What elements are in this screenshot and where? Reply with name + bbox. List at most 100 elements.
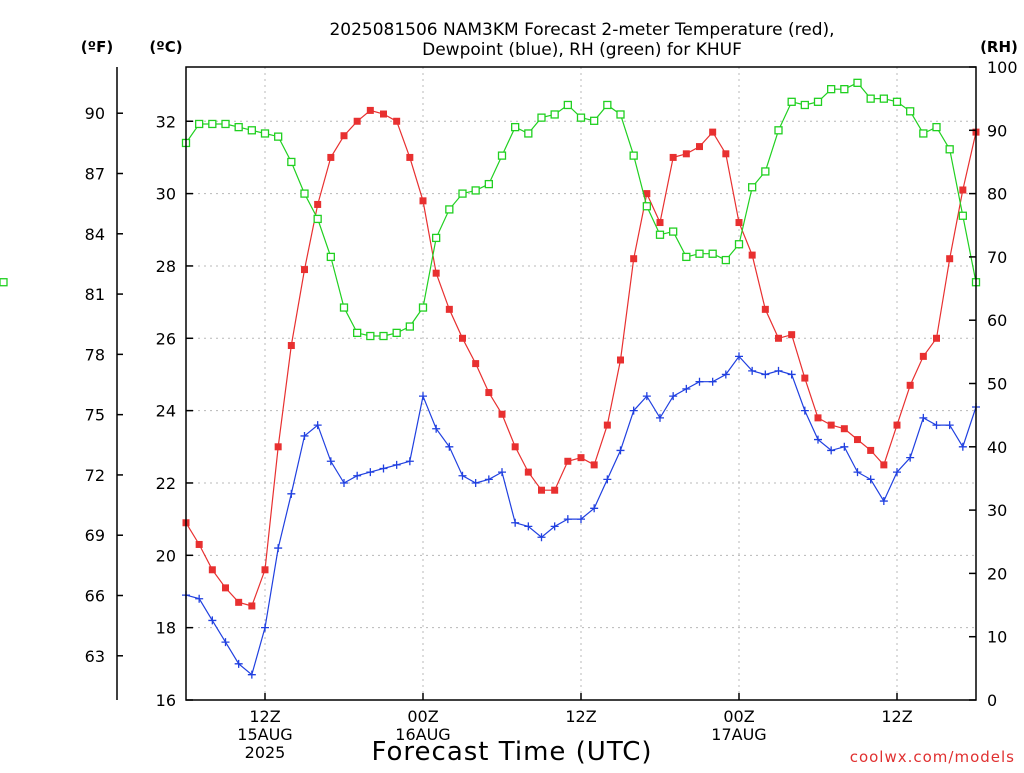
fahrenheit-tick-label: 84 [85, 225, 105, 244]
dewpoint-point [787, 370, 796, 379]
dewpoint-point [866, 475, 875, 484]
celsius-tick-label: 28 [156, 257, 176, 276]
celsius-tick-label: 18 [156, 619, 176, 638]
temperature-point [248, 602, 256, 610]
temperature-point [761, 305, 769, 313]
fahrenheit-tick-label: 72 [85, 466, 105, 485]
rh-point [655, 230, 665, 239]
rh-unit-label: (RH) [980, 38, 1018, 56]
rh-point [484, 179, 493, 189]
temperature-series [182, 106, 980, 610]
dewpoint-point [221, 638, 230, 647]
x-tick-label: 12Z [881, 707, 912, 726]
rh-tick-label: 20 [987, 564, 1007, 583]
rh-point [695, 249, 704, 258]
rh-point [879, 94, 888, 103]
dewpoint-point [340, 478, 348, 487]
dewpoint-point [550, 522, 559, 531]
rh-point [669, 227, 678, 236]
dewpoint-point [774, 366, 783, 375]
temperature-point [498, 410, 506, 418]
dewpoint-point [471, 478, 480, 487]
dewpoint-point [419, 392, 427, 401]
dewpoint-point [919, 413, 928, 422]
rh-point [576, 113, 586, 122]
temperature-line [185, 109, 977, 607]
fahrenheit-tick-label: 75 [85, 406, 105, 425]
temperature-point [327, 153, 335, 161]
rh-point [445, 205, 454, 214]
rh-point [708, 249, 717, 258]
dewpoint-point [326, 457, 335, 466]
temperature-point [287, 342, 295, 350]
temperature-point [261, 566, 269, 574]
temperature-point [854, 436, 861, 444]
dewpoint-series [182, 352, 980, 679]
dewpoint-point [853, 468, 862, 477]
temperature-point [867, 446, 875, 454]
rh-tick-label: 0 [987, 691, 997, 710]
fahrenheit-tick-label: 90 [85, 104, 105, 123]
temperature-point [906, 381, 914, 389]
rh-tick-label: 70 [987, 248, 1007, 267]
rh-point [734, 240, 744, 249]
temperature-point [524, 468, 532, 476]
rh-point [339, 303, 349, 312]
temperature-point [274, 443, 282, 451]
temperature-point [696, 143, 703, 151]
dewpoint-point [669, 392, 678, 401]
rh-point [629, 151, 638, 160]
rh-point [840, 85, 849, 94]
rh-point [906, 107, 915, 116]
celsius-tick-label: 24 [156, 402, 176, 421]
rh-point [748, 183, 757, 192]
rh-tick-label: 60 [987, 311, 1007, 330]
dewpoint-point [511, 518, 520, 527]
temperature-point [827, 421, 835, 429]
dewpoint-point [800, 406, 809, 415]
temperature-point [959, 186, 967, 194]
temperature-point [432, 269, 440, 277]
temperature-point [472, 360, 480, 368]
temperature-point [538, 486, 545, 494]
rh-point [497, 151, 507, 160]
celsius-tick-label: 32 [156, 112, 176, 131]
celsius-tick-label: 22 [156, 474, 176, 493]
temperature-point [656, 219, 664, 227]
dewpoint-point [906, 453, 915, 462]
dewpoint-point [300, 431, 309, 440]
temperature-point [340, 132, 348, 140]
rh-tick-label: 40 [987, 438, 1007, 457]
dewpoint-point [629, 406, 638, 415]
temperature-point [814, 414, 822, 422]
axis-layer: 63 66 69 72 75 78 81 84 87 90 16 18 20 22 24 26 28 30 32 0 1… [85, 58, 1018, 762]
dewpoint-point [392, 460, 401, 469]
rh-point [0, 278, 8, 287]
temperature-point [748, 251, 756, 259]
temperature-point [445, 305, 453, 313]
temperature-point [946, 255, 954, 263]
temperature-point [222, 584, 229, 592]
temperature-point [919, 352, 927, 360]
dewpoint-point [590, 504, 599, 513]
celsius-tick-label: 16 [156, 691, 176, 710]
fahrenheit-tick-label: 87 [85, 165, 105, 184]
rh-point [432, 233, 441, 243]
rh-point [300, 189, 309, 198]
temperature-point [788, 331, 796, 339]
grid-layer [186, 67, 976, 701]
dewpoint-point [484, 475, 493, 484]
temperature-point [235, 598, 243, 606]
rh-point [682, 252, 691, 262]
temperature-point [840, 425, 848, 433]
rh-point [919, 129, 928, 138]
rh-point [892, 97, 902, 106]
rh-point [932, 122, 941, 132]
rh-tick-label: 80 [987, 185, 1007, 204]
rh-point [195, 119, 204, 129]
rh-point [642, 202, 651, 211]
temperature-point [485, 389, 493, 397]
rh-point [590, 116, 599, 125]
dewpoint-point [708, 377, 717, 386]
dewpoint-point [840, 442, 849, 451]
